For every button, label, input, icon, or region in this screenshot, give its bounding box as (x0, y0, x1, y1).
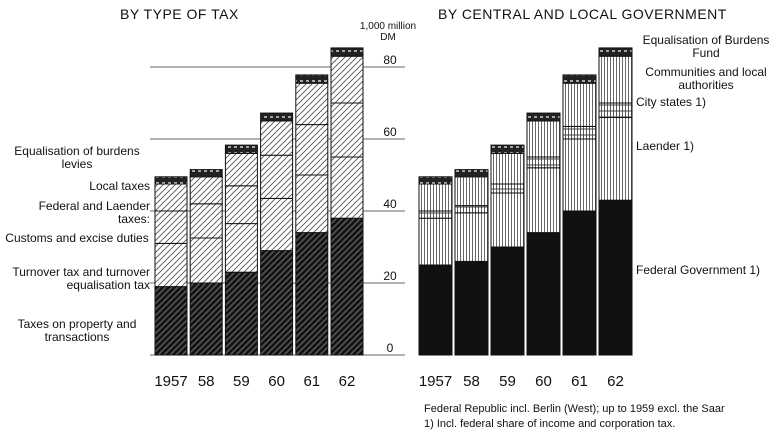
bar-segment (260, 250, 294, 356)
bar-segment (490, 152, 525, 185)
legend-label: Customs and excise duties (5, 231, 149, 245)
bar-segment (260, 120, 294, 156)
bar-segment (526, 120, 561, 158)
bar-segment (330, 217, 364, 356)
x-tick-label: 1957 (154, 373, 187, 390)
x-tick-label: 1957 (419, 373, 452, 390)
unit-label: 1,000 million DM (359, 21, 417, 43)
y-tick-label: 40 (383, 197, 397, 211)
x-tick-label: 60 (268, 373, 285, 390)
bar-segment (454, 169, 489, 178)
bar-segment (295, 232, 329, 356)
bar-segment (330, 156, 364, 219)
bar-segment (526, 156, 561, 169)
bar-segment (526, 167, 561, 234)
bar-segment (154, 242, 188, 288)
bar-segment (490, 144, 525, 154)
y-tick-label: 0 (387, 341, 394, 355)
bar-segment (330, 47, 364, 57)
bar-segment (598, 116, 633, 201)
annotation: Federal and Laender taxes: (38, 199, 150, 226)
bar-segment (598, 47, 633, 57)
bar-segment (418, 183, 453, 212)
bar-segment (295, 174, 329, 234)
bar-segment (562, 138, 597, 212)
bar-segment (598, 102, 633, 118)
legend-label: Communities and local authorities (645, 65, 767, 92)
y-tick-label: 80 (383, 53, 397, 67)
bar-segment (490, 246, 525, 356)
legend-label: Equalisation of burdens levies (14, 144, 140, 171)
bar-segment (154, 210, 188, 244)
x-tick-label: 62 (339, 373, 356, 390)
bar-segment (418, 264, 453, 356)
bar-segment (598, 55, 633, 104)
bar-segment (224, 185, 258, 225)
footnote: 1) Incl. federal share of income and cor… (424, 418, 676, 430)
legend-label: Equalisation of Burdens Fund (642, 33, 770, 60)
bar-segment (454, 260, 489, 356)
bar-segment (260, 112, 294, 122)
bar-segment (454, 205, 489, 214)
bar-segment (154, 183, 188, 212)
bar-segment (189, 282, 223, 356)
bar-segment (562, 74, 597, 84)
bar-segment (189, 169, 223, 178)
bar-segment (562, 210, 597, 356)
legend-label: Turnover tax and turnover equalisation t… (12, 265, 150, 292)
bar-segment (154, 176, 188, 185)
bar-segment (418, 176, 453, 185)
x-tick-label: 59 (499, 373, 516, 390)
bar-segment (224, 271, 258, 356)
chart-title: BY TYPE OF TAX (120, 6, 239, 22)
bar-segment (562, 82, 597, 127)
bar-segment (454, 212, 489, 262)
legend-label: Taxes on property and transactions (17, 317, 137, 344)
chart-title: BY CENTRAL AND LOCAL GOVERNMENT (438, 6, 727, 22)
bar-segment (490, 183, 525, 194)
bar-segment (295, 74, 329, 84)
bar-segment (598, 199, 633, 356)
x-tick-label: 62 (607, 373, 624, 390)
x-tick-label: 59 (233, 373, 250, 390)
y-tick-label: 20 (383, 269, 397, 283)
bar-segment (154, 286, 188, 356)
x-tick-label: 58 (463, 373, 480, 390)
x-tick-label: 61 (303, 373, 320, 390)
y-tick-label: 60 (383, 125, 397, 139)
bar-segment (189, 237, 223, 284)
x-tick-label: 60 (535, 373, 552, 390)
bar-segment (189, 176, 223, 205)
x-tick-label: 61 (571, 373, 588, 390)
bar-segment (295, 82, 329, 126)
bar-segment (454, 176, 489, 207)
legend-label: Federal Government 1) (636, 263, 761, 277)
bar-segment (562, 125, 597, 140)
bar-segment (418, 217, 453, 266)
legend-label: Laender 1) (636, 139, 695, 153)
bar-segment (224, 223, 258, 273)
legend-label: Local taxes (89, 179, 150, 193)
bar-segment (526, 232, 561, 356)
bar-segment (224, 144, 258, 154)
bar-segment (330, 55, 364, 104)
bar-segment (189, 203, 223, 239)
bar-segment (526, 112, 561, 122)
bar-segment (260, 197, 294, 252)
legend-label: City states 1) (636, 95, 707, 109)
footnote: Federal Republic incl. Berlin (West); up… (424, 403, 725, 415)
bar-segment (224, 152, 258, 187)
x-tick-label: 58 (198, 373, 215, 390)
bar-segment (295, 124, 329, 176)
bar-segment (418, 210, 453, 219)
bar-segment (330, 102, 364, 158)
bar-segment (490, 192, 525, 248)
bar-segment (260, 154, 294, 199)
